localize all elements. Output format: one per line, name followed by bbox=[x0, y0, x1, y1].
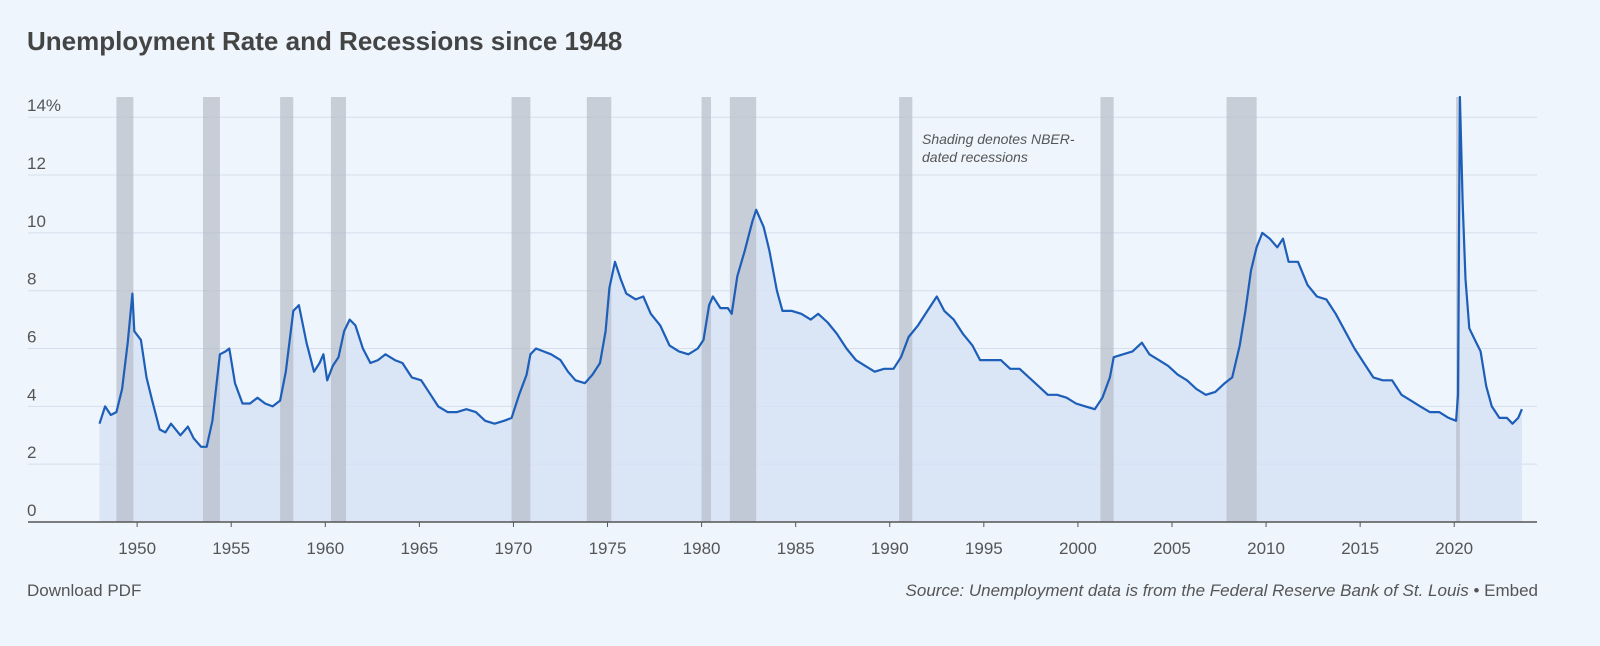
x-tick-label: 1980 bbox=[683, 539, 721, 558]
recession-band bbox=[511, 97, 531, 522]
y-tick-label: 4 bbox=[27, 385, 36, 404]
y-tick-label: 6 bbox=[27, 328, 36, 347]
annotation: dated recessions bbox=[922, 149, 1028, 165]
recession-band bbox=[899, 97, 913, 522]
x-tick-label: 1955 bbox=[212, 539, 250, 558]
x-tick-label: 2010 bbox=[1247, 539, 1285, 558]
recession-band bbox=[330, 97, 346, 522]
recession-band bbox=[701, 97, 712, 522]
embed-link[interactable]: Embed bbox=[1484, 581, 1538, 600]
x-tick-label: 2000 bbox=[1059, 539, 1097, 558]
x-tick-label: 1960 bbox=[306, 539, 344, 558]
y-tick-label: 0 bbox=[27, 501, 36, 520]
recession-band bbox=[280, 97, 294, 522]
y-tick-label: 12 bbox=[27, 154, 46, 173]
x-tick-label: 2005 bbox=[1153, 539, 1191, 558]
footer-note: Source: Unemployment data is from the Fe… bbox=[906, 581, 1538, 600]
source: Source: Unemployment data is from the Fe… bbox=[906, 581, 1470, 600]
x-tick-label: 1970 bbox=[495, 539, 533, 558]
recession-band bbox=[202, 97, 220, 522]
recession-band bbox=[1226, 97, 1257, 522]
y-tick-label: 2 bbox=[27, 443, 36, 462]
x-tick-label: 1985 bbox=[777, 539, 815, 558]
annotation: Shading denotes NBER- bbox=[922, 131, 1075, 147]
x-tick-label: 1965 bbox=[400, 539, 438, 558]
recession-band bbox=[1100, 97, 1114, 522]
x-tick-label: 2020 bbox=[1435, 539, 1473, 558]
x-tick-label: 2015 bbox=[1341, 539, 1379, 558]
x-tick-label: 1950 bbox=[118, 539, 156, 558]
y-tick-label: 14% bbox=[27, 96, 61, 115]
x-tick-label: 1990 bbox=[871, 539, 909, 558]
download-link[interactable]: Download PDF bbox=[27, 581, 141, 600]
x-tick-label: 1995 bbox=[965, 539, 1003, 558]
recession-band bbox=[116, 97, 134, 522]
recession-band bbox=[729, 97, 757, 522]
area bbox=[99, 97, 1522, 522]
separator: • bbox=[1473, 581, 1479, 600]
chart-title: Unemployment Rate and Recessions since 1… bbox=[27, 26, 622, 56]
y-tick-label: 10 bbox=[27, 212, 46, 231]
line bbox=[98, 95, 1523, 448]
y-tick-label: 8 bbox=[27, 270, 36, 289]
x-tick-label: 1975 bbox=[589, 539, 627, 558]
